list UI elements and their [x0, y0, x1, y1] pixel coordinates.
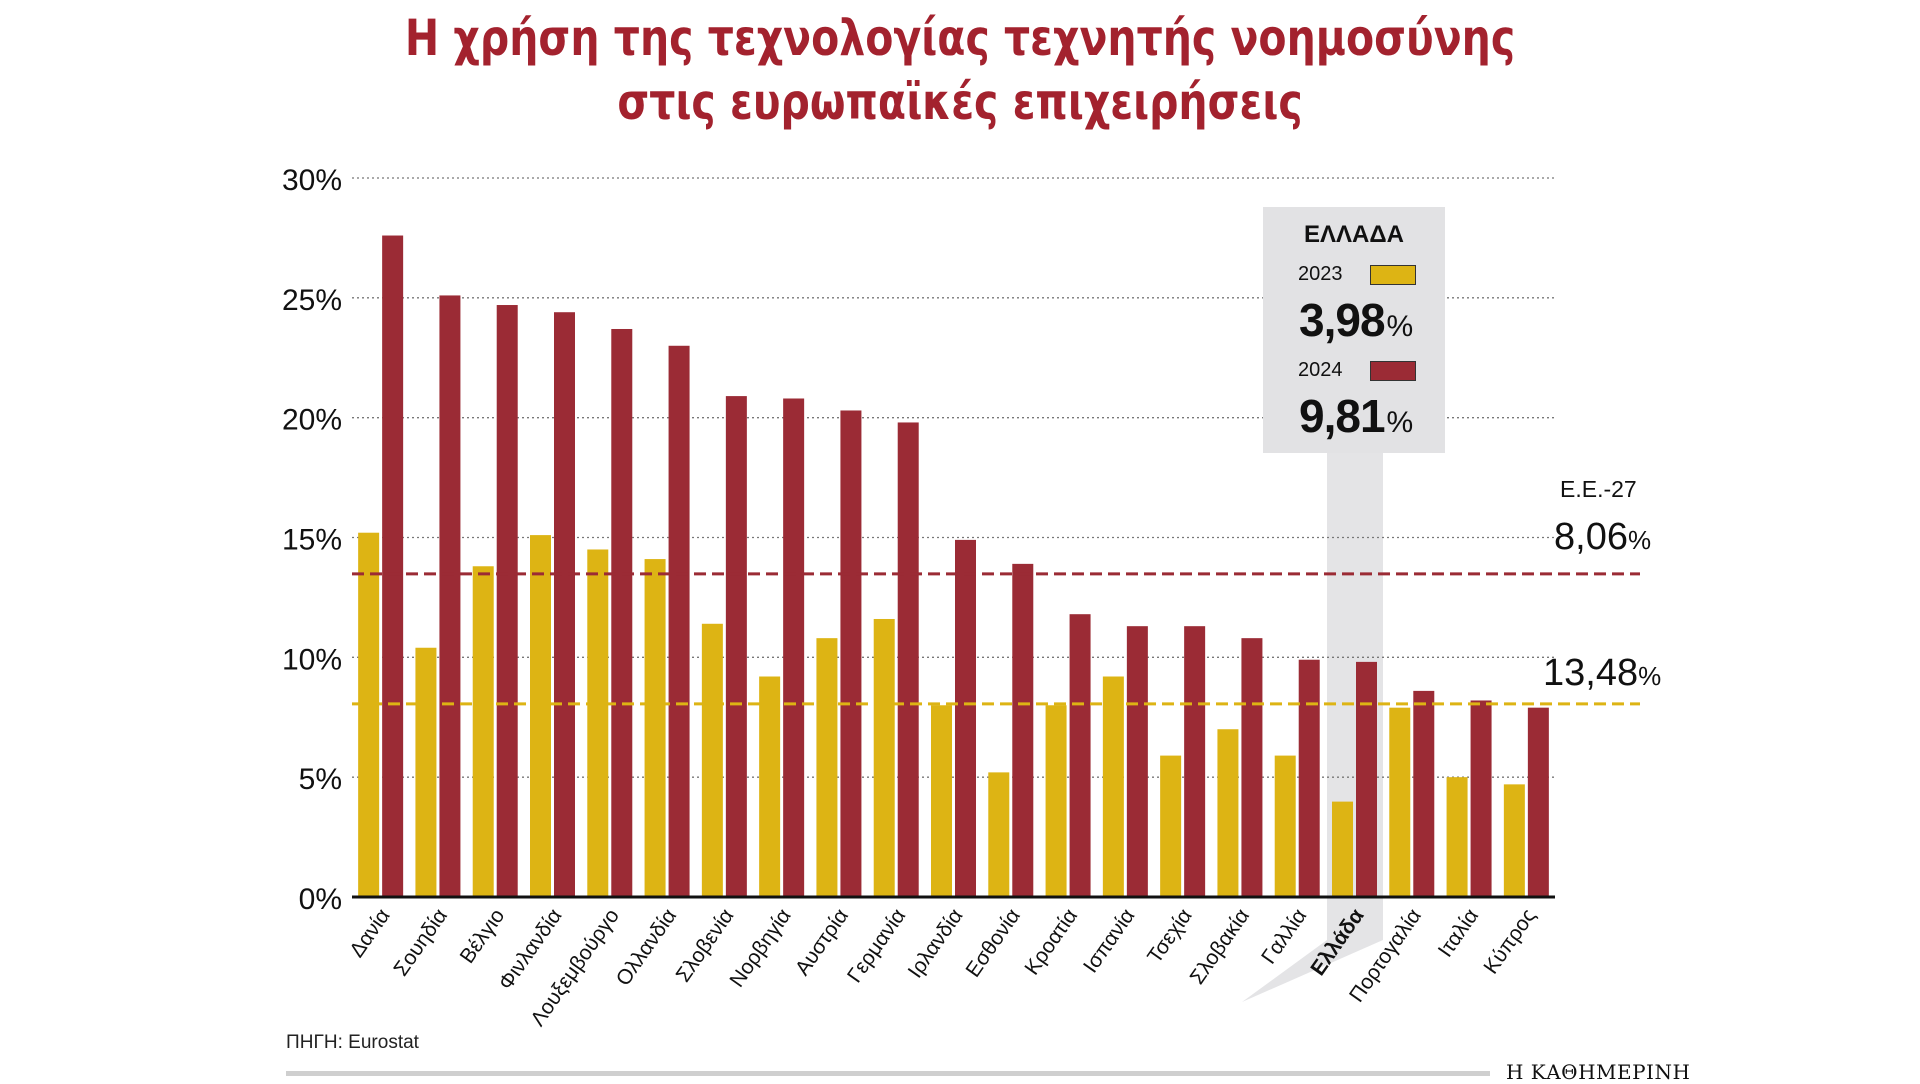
- bar-2024-13: [1126, 626, 1148, 897]
- bar-2024-17: [1356, 661, 1377, 897]
- bar-2023-3: [530, 535, 551, 897]
- bar-2023-15: [1217, 729, 1239, 897]
- chart-title-line-2: στις ευρωπαϊκές επιχειρήσεις: [617, 73, 1303, 131]
- footer-divider: [286, 1071, 1490, 1076]
- bar-2024-18: [1413, 690, 1435, 897]
- y-tick-label: 0%: [299, 883, 342, 916]
- bar-2024-11: [1012, 563, 1034, 897]
- bar-2023-2: [472, 566, 494, 897]
- legend-2023-label: 2023: [1298, 263, 1343, 285]
- gridlines: [352, 177, 1555, 778]
- bar-2024-5: [668, 345, 690, 897]
- source-note: ΠΗΓΗ: Eurostat: [286, 1032, 419, 1053]
- bar-2023-1: [415, 647, 437, 897]
- bar-2023-12: [1045, 705, 1067, 897]
- bar-2023-0: [358, 532, 380, 897]
- bar-2024-2: [496, 305, 518, 898]
- bar-2024-3: [554, 312, 575, 897]
- legend-heading: ΕΛΛΑΔΑ: [1304, 221, 1404, 248]
- x-tick-label: Ισπανία: [1079, 905, 1139, 978]
- eu27-red-value: 8,06%: [1554, 516, 1652, 558]
- bar-2024-20: [1527, 707, 1549, 897]
- bar-2023-17: [1332, 801, 1353, 897]
- greece-legend-box: ΕΛΛΑΔΑ 2023 3,98% 2024 9,81%: [1263, 207, 1445, 453]
- legend-2023-value: 3,98%: [1299, 294, 1413, 346]
- bar-2024-8: [840, 410, 862, 897]
- y-tick-label: 10%: [282, 643, 342, 676]
- x-tick-label: Ιταλία: [1434, 905, 1483, 962]
- bar-2023-7: [759, 676, 781, 897]
- bar-2024-9: [897, 422, 919, 897]
- bar-2023-5: [644, 559, 666, 897]
- bar-2024-14: [1184, 626, 1206, 897]
- y-tick-label: 25%: [282, 284, 342, 317]
- bar-2023-8: [816, 638, 838, 897]
- y-axis-labels: 0% 5% 10% 15% 20% 25% 30%: [282, 164, 342, 916]
- y-tick-label: 20%: [282, 404, 342, 437]
- bar-2023-4: [587, 549, 609, 897]
- bar-2023-19: [1446, 777, 1468, 897]
- bar-2024-6: [725, 396, 747, 897]
- x-tick-label: Σλοβακία: [1186, 905, 1254, 989]
- bar-2023-14: [1160, 755, 1182, 897]
- bar-2024-16: [1298, 659, 1320, 897]
- y-tick-label: 30%: [282, 164, 342, 197]
- x-tick-label: Βέλγιο: [456, 905, 510, 968]
- x-tick-label: Αυστρία: [791, 905, 853, 980]
- bar-2023-16: [1274, 755, 1296, 897]
- bar-2024-19: [1470, 700, 1492, 897]
- bar-2024-4: [611, 328, 633, 897]
- legend-2024-value: 9,81%: [1299, 390, 1413, 442]
- bar-2023-6: [701, 623, 723, 897]
- y-tick-label: 5%: [299, 763, 342, 796]
- bar-2023-11: [988, 772, 1010, 897]
- bar-2023-13: [1102, 676, 1124, 897]
- x-tick-label: Δανία: [345, 905, 395, 962]
- legend-2024-label: 2024: [1298, 359, 1343, 381]
- bar-2023-20: [1503, 784, 1525, 897]
- bar-2024-1: [439, 295, 461, 898]
- chart-title: Η χρήση της τεχνολογίας τεχνητής νοημοσύ…: [173, 6, 1747, 134]
- eu27-label: Ε.Ε.-27: [1560, 476, 1637, 502]
- eu27-yellow-value: 13,48%: [1543, 652, 1662, 694]
- x-tick-label: Κύπρος: [1479, 905, 1540, 979]
- x-tick-label: Τσεχία: [1143, 905, 1197, 968]
- legend-2024-swatch: [1370, 361, 1416, 381]
- bar-2023-18: [1389, 707, 1411, 897]
- publisher-brand: Η ΚΑΘΗΜΕΡΙΝΗ: [1506, 1060, 1691, 1084]
- x-tick-label: Σουηδία: [389, 905, 452, 981]
- bar-2024-15: [1241, 638, 1263, 897]
- bar-2024-10: [955, 539, 976, 897]
- bar-2023-9: [873, 618, 895, 897]
- x-tick-label: Κροατία: [1020, 905, 1082, 980]
- bar-2024-0: [382, 235, 404, 897]
- chart-title-line-1: Η χρήση της τεχνολογίας τεχνητής νοημοσύ…: [404, 9, 1516, 67]
- bar-2024-7: [783, 398, 805, 897]
- x-tick-label: Γερμανία: [843, 905, 910, 987]
- bar-2023-10: [931, 705, 952, 897]
- legend-2023-swatch: [1370, 265, 1416, 285]
- reference-lines: [352, 572, 1640, 706]
- x-tick-label: Εσθονία: [962, 905, 1025, 982]
- y-tick-label: 15%: [282, 524, 342, 557]
- x-tick-label: Ιρλανδία: [904, 905, 968, 983]
- bar-2024-12: [1069, 614, 1091, 897]
